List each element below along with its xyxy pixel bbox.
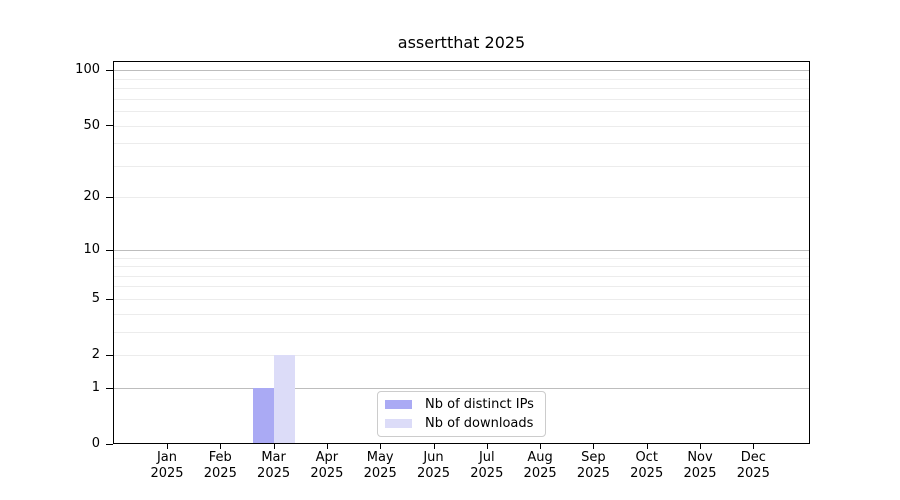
- legend-item-distinct-ips: Nb of distinct IPs: [385, 397, 538, 412]
- x-tick-label: Oct 2025: [615, 450, 679, 482]
- x-tick-year: 2025: [416, 466, 451, 481]
- y-tick-label: 100: [75, 62, 100, 78]
- x-tick-mark: [273, 444, 275, 449]
- y-gridline: [114, 355, 809, 356]
- x-tick-mark: [593, 444, 595, 449]
- y-minor-gridline: [114, 110, 809, 112]
- x-tick-mark: [753, 444, 755, 449]
- y-tick-label: 50: [83, 117, 100, 133]
- x-tick-label: Jul 2025: [455, 450, 519, 482]
- y-tick-mark: [106, 388, 113, 389]
- x-tick-year: 2025: [630, 466, 664, 481]
- y-tick-mark: [106, 299, 113, 300]
- x-tick-label: Jun 2025: [402, 450, 466, 482]
- y-minor-gridline: [114, 286, 809, 288]
- x-tick-label: Dec 2025: [721, 450, 785, 482]
- y-minor-gridline: [114, 313, 809, 315]
- x-tick-mark: [433, 444, 435, 449]
- y-gridline: [114, 125, 809, 127]
- x-tick-label: Sep 2025: [561, 450, 625, 482]
- x-tick-month: Aug: [527, 450, 553, 465]
- x-tick-year: 2025: [257, 466, 291, 481]
- x-tick-year: 2025: [363, 466, 397, 481]
- y-tick-label: 20: [83, 189, 100, 205]
- x-tick-month: Sep: [581, 450, 606, 465]
- y-tick-label: 0: [91, 436, 100, 451]
- y-tick-mark: [106, 355, 113, 356]
- y-tick-label: 5: [91, 290, 100, 306]
- x-tick-month: Oct: [635, 450, 658, 465]
- x-tick-month: Nov: [687, 450, 713, 465]
- x-tick-label: Aug 2025: [508, 450, 572, 482]
- x-tick-mark: [380, 444, 382, 449]
- x-tick-label: Apr 2025: [295, 450, 359, 482]
- x-tick-year: 2025: [576, 466, 610, 481]
- x-tick-year: 2025: [310, 466, 344, 481]
- y-decade-gridline: [114, 249, 809, 251]
- x-tick-month: Jul: [478, 450, 495, 465]
- y-minor-gridline: [114, 331, 809, 333]
- y-gridline: [114, 298, 809, 300]
- legend-label-downloads: Nb of downloads: [425, 415, 534, 431]
- x-tick-month: Jan: [156, 450, 178, 465]
- x-tick-year: 2025: [203, 466, 237, 481]
- x-tick-year: 2025: [523, 466, 557, 481]
- x-tick-month: Mar: [261, 450, 286, 465]
- y-tick-mark: [106, 70, 113, 71]
- y-minor-gridline: [114, 98, 809, 100]
- x-tick-mark: [646, 444, 648, 449]
- y-gridline: [114, 197, 809, 199]
- y-tick-mark: [106, 197, 113, 198]
- y-tick-mark: [106, 250, 113, 251]
- x-tick-label: May 2025: [348, 450, 412, 482]
- x-tick-label: Feb 2025: [188, 450, 252, 482]
- y-minor-gridline: [114, 78, 809, 80]
- x-tick-mark: [540, 444, 542, 449]
- y-minor-gridline: [114, 165, 809, 167]
- y-minor-gridline: [114, 88, 809, 89]
- x-tick-mark: [326, 444, 328, 449]
- y-tick-label: 1: [91, 379, 100, 395]
- x-tick-month: May: [366, 450, 394, 465]
- x-tick-mark: [220, 444, 222, 449]
- x-tick-month: Apr: [315, 450, 339, 465]
- x-tick-month: Dec: [740, 450, 766, 465]
- plot-frame: [113, 61, 810, 444]
- y-tick-mark: [106, 444, 113, 445]
- x-tick-label: Mar 2025: [242, 450, 306, 482]
- legend-item-downloads: Nb of downloads: [385, 416, 538, 431]
- x-tick-label: Nov 2025: [668, 450, 732, 482]
- y-tick-label: 2: [91, 347, 100, 362]
- x-tick-mark: [167, 444, 168, 449]
- x-tick-label: Jan 2025: [135, 450, 199, 482]
- x-tick-month: Jun: [423, 450, 444, 465]
- y-minor-gridline: [114, 275, 809, 277]
- y-minor-gridline: [114, 143, 809, 145]
- x-tick-mark: [486, 444, 488, 449]
- y-decade-gridline: [114, 387, 809, 389]
- y-decade-gridline: [114, 70, 809, 72]
- x-tick-mark: [700, 444, 701, 449]
- legend-box: Nb of distinct IPs Nb of downloads: [377, 391, 546, 437]
- legend-label-distinct-ips: Nb of distinct IPs: [425, 397, 534, 413]
- legend-swatch-downloads: [385, 418, 412, 428]
- y-tick-mark: [106, 125, 113, 126]
- bar-distinct-ips: [252, 387, 274, 444]
- x-tick-year: 2025: [736, 466, 770, 481]
- y-minor-gridline: [114, 266, 809, 267]
- bar-downloads: [273, 355, 295, 444]
- legend-swatch-distinct-ips: [385, 400, 412, 410]
- y-minor-gridline: [114, 257, 809, 259]
- chart-title: assertthat 2025: [397, 33, 526, 52]
- y-tick-label: 10: [83, 241, 100, 257]
- x-tick-year: 2025: [683, 466, 717, 481]
- x-tick-month: Feb: [208, 450, 232, 465]
- x-tick-year: 2025: [150, 466, 184, 481]
- x-tick-year: 2025: [470, 466, 504, 481]
